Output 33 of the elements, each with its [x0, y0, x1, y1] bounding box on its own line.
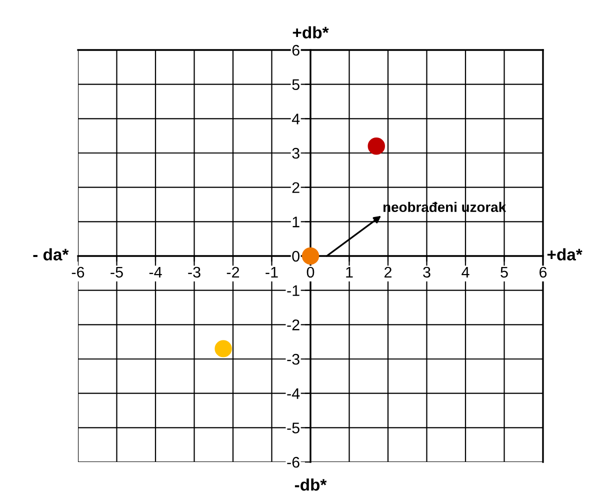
x-tick-label: -4 — [149, 266, 162, 278]
y-tick-label: 2 — [292, 182, 300, 193]
y-tick-label: 6 — [292, 44, 300, 56]
x-tick-label: 4 — [462, 266, 470, 278]
y-axis-title: +db* — [292, 26, 329, 38]
point — [368, 138, 385, 155]
y-tick-label: -1 — [287, 285, 300, 296]
x-tick-label: 0 — [306, 266, 314, 278]
y-tick-label: 4 — [292, 114, 300, 124]
x-tick-label: -2 — [226, 266, 240, 278]
x-tick-label: 2 — [384, 266, 392, 278]
y-tick-label: 0 — [292, 250, 300, 262]
y-tick-label: 1 — [292, 216, 300, 228]
x-tick-label: -5 — [110, 266, 123, 278]
x-axis-title: +da* — [547, 248, 582, 260]
y-tick-label: -3 — [287, 354, 300, 365]
x-tick-label: -6 — [72, 266, 84, 278]
point — [214, 340, 232, 358]
y-tick-label: -4 — [287, 388, 300, 399]
x-tick-label: 1 — [346, 266, 353, 278]
text: - da* — [33, 248, 69, 260]
x-tick-label: 5 — [500, 266, 508, 278]
x-tick-label: -1 — [266, 266, 278, 278]
point — [302, 247, 320, 265]
x-tick-label: 3 — [423, 266, 430, 278]
y-tick-label: 5 — [292, 79, 300, 90]
text: -db* — [294, 478, 327, 491]
y-tick-label: -2 — [287, 320, 300, 330]
x-tick-label: 6 — [540, 266, 547, 278]
y-tick-label: -5 — [287, 422, 300, 434]
x-tick-label: -3 — [188, 266, 200, 278]
y-tick-label: -6 — [287, 456, 300, 468]
y-tick-label: 3 — [292, 148, 300, 159]
